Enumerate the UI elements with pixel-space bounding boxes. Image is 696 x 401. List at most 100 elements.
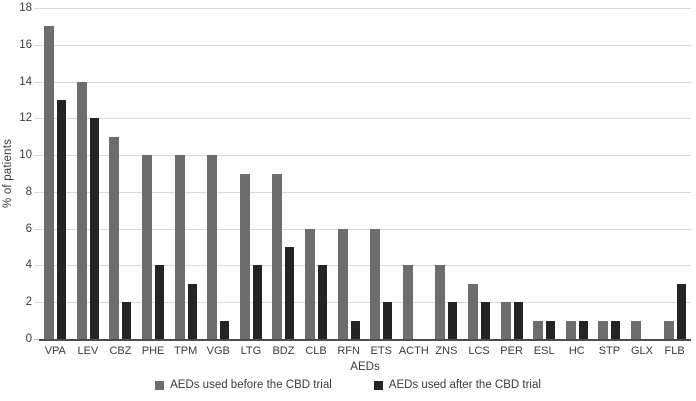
y-tick-label: 6	[25, 222, 32, 235]
bar-groups	[39, 8, 691, 339]
bar-before-cbd	[272, 173, 283, 339]
bar-before-cbd	[305, 228, 316, 339]
bar-after-cbd	[578, 320, 588, 339]
bar-group	[332, 8, 365, 339]
gridline	[34, 155, 691, 157]
bar-before-cbd	[239, 173, 250, 339]
x-tick-label: LTG	[240, 345, 262, 357]
bar-after-cbd	[285, 247, 295, 339]
bar-group	[398, 8, 431, 339]
x-tick-label: CLB	[305, 345, 327, 357]
bar-group	[137, 8, 170, 339]
bar-after-cbd	[122, 302, 132, 339]
bar-before-cbd	[402, 265, 413, 339]
bar-after-cbd	[89, 118, 99, 339]
bar-group	[593, 8, 626, 339]
y-tick-label: 10	[19, 149, 32, 162]
y-axis-ticks: 0 2 4 6 8 10 12 14 16 18	[14, 2, 34, 345]
bar-group	[495, 8, 528, 339]
x-axis-title: AEDs	[350, 361, 380, 373]
bar-before-cbd	[630, 320, 641, 339]
bar-group	[365, 8, 398, 339]
legend-item: AEDs used after the CBD trial	[373, 379, 541, 391]
legend-item: AEDs used before the CBD trial	[155, 379, 332, 391]
bar-group	[235, 8, 268, 339]
y-tick-label: 18	[19, 2, 32, 14]
x-tick-label: ETS	[370, 345, 392, 357]
y-tick-label: 12	[19, 112, 32, 125]
zero-tick	[34, 339, 39, 340]
y-tick-label: 14	[19, 75, 32, 88]
bar-before-cbd	[109, 136, 120, 339]
y-tick-label: 8	[25, 185, 32, 198]
bar-before-cbd	[468, 283, 479, 339]
bar-before-cbd	[435, 265, 446, 339]
bar-after-cbd	[187, 283, 197, 339]
x-tick-label: RFN	[337, 345, 360, 357]
bar-group	[658, 8, 691, 339]
x-tick-label: GLX	[630, 345, 653, 357]
y-tick-label: 0	[25, 333, 32, 345]
bar-group	[463, 8, 496, 339]
gridline	[34, 228, 691, 230]
bar-before-cbd	[44, 26, 55, 339]
bar-group	[169, 8, 202, 339]
bar-after-cbd	[448, 302, 458, 339]
x-tick-label: PER	[500, 345, 523, 357]
legend-swatch-icon	[155, 380, 165, 390]
bar-before-cbd	[370, 228, 381, 339]
x-tick-label: FLB	[664, 345, 685, 357]
x-tick-label: CBZ	[109, 345, 132, 357]
bar-before-cbd	[207, 155, 218, 339]
bar-group	[104, 8, 137, 339]
y-tick-label: 4	[25, 259, 32, 272]
bar-after-cbd	[220, 320, 230, 339]
bar-group	[39, 8, 72, 339]
x-axis-labels: VPA LEV CBZ PHE TPM VGB LTG BDZ CLB RFN ETS ACTH ZNS…	[39, 345, 691, 357]
bar-after-cbd	[546, 320, 556, 339]
x-tick-label: TPM	[174, 345, 198, 357]
bar-after-cbd	[57, 99, 67, 339]
legend-label: AEDs used after the CBD trial	[388, 379, 541, 391]
x-tick-label: VPA	[44, 345, 66, 357]
bar-after-cbd	[350, 320, 360, 339]
x-tick-label: ESL	[533, 345, 555, 357]
x-tick-label: LEV	[77, 345, 99, 357]
x-tick-label: STP	[598, 345, 621, 357]
gridline	[34, 44, 691, 46]
x-tick-label: VGB	[206, 345, 230, 357]
gridline	[34, 81, 691, 83]
bar-before-cbd	[142, 155, 153, 339]
x-tick-label: LCS	[468, 345, 490, 357]
bar-before-cbd	[174, 155, 185, 339]
bar-group	[267, 8, 300, 339]
x-tick-label: ZNS	[435, 345, 458, 357]
y-tick-label: 16	[19, 38, 32, 51]
bar-before-cbd	[500, 302, 511, 339]
legend-swatch-icon	[373, 380, 383, 390]
bar-before-cbd	[533, 320, 544, 339]
bar-group	[202, 8, 235, 339]
legend-label: AEDs used before the CBD trial	[170, 379, 332, 391]
bar-after-cbd	[481, 302, 491, 339]
bar-group	[626, 8, 659, 339]
gridline	[34, 118, 691, 120]
bar-after-cbd	[611, 320, 621, 339]
bar-after-cbd	[252, 265, 262, 339]
bar-after-cbd	[513, 302, 523, 339]
bar-after-cbd	[155, 265, 165, 339]
y-tick-label: 2	[25, 296, 32, 309]
x-tick-label: ACTH	[398, 345, 429, 357]
gridline	[34, 191, 691, 193]
gridline	[34, 8, 691, 9]
bar-group	[528, 8, 561, 339]
gridlines	[34, 8, 691, 339]
plot-area	[34, 8, 691, 341]
bar-group	[72, 8, 105, 339]
x-tick-label: HC	[568, 345, 585, 357]
gridline	[34, 265, 691, 267]
bar-group	[561, 8, 594, 339]
bar-group	[430, 8, 463, 339]
bar-after-cbd	[383, 302, 393, 339]
